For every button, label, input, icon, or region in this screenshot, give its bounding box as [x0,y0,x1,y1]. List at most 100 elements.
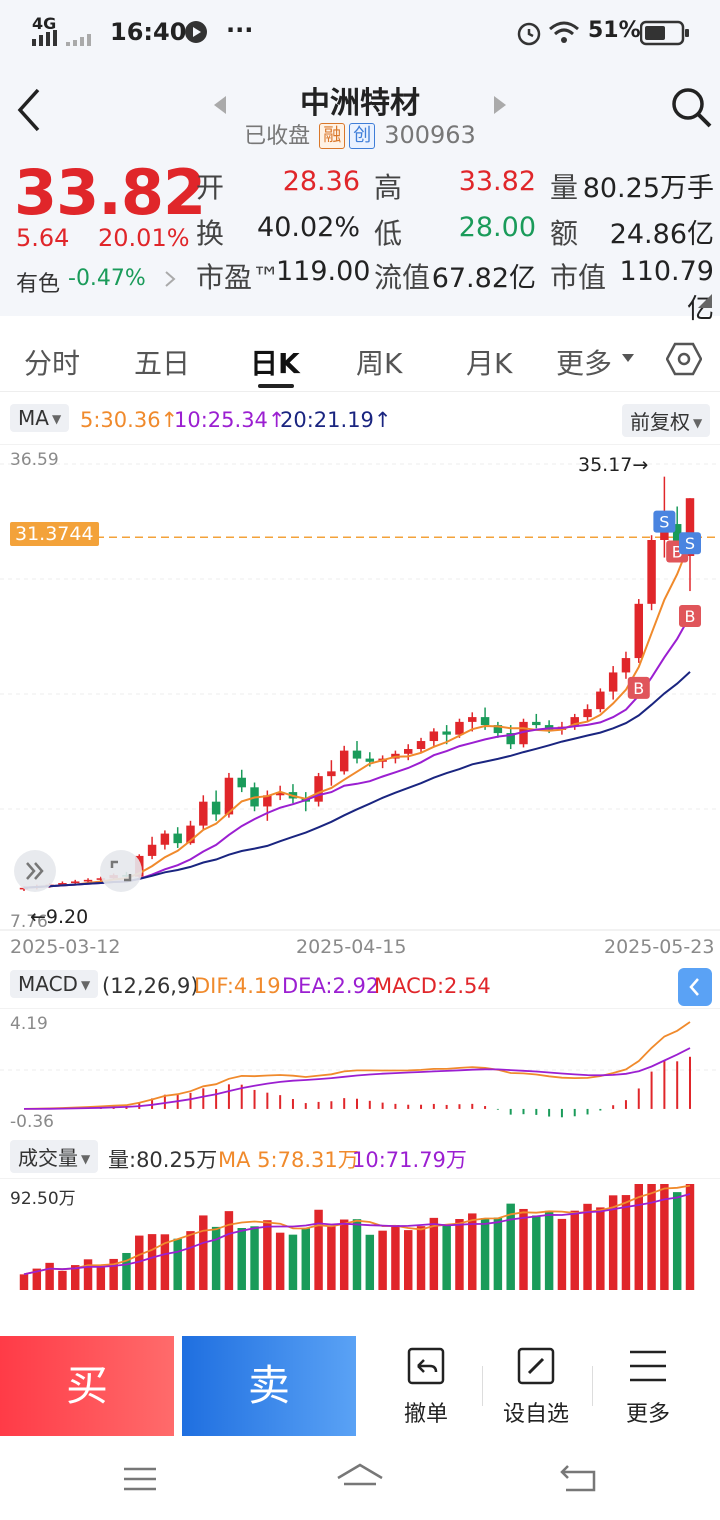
volume-bar [647,1184,656,1290]
volume-bar [391,1225,400,1290]
menu-icon [630,1350,666,1382]
candle [58,883,67,885]
ma20-value: 20:21.19↑ [280,408,392,432]
next-stock-icon[interactable] [492,94,508,116]
search-icon[interactable] [670,86,714,130]
tab-weekly-k[interactable]: 周K [356,347,403,380]
hline-price-tag: 31.3744 [10,522,99,546]
more-button[interactable]: 更多 [598,1346,698,1428]
more-dots: ··· [226,16,254,44]
volume-bar [468,1213,477,1290]
volume-bar [429,1217,439,1290]
marker-letter: B [633,679,644,698]
volume-bar [455,1219,464,1290]
volume-y-top: 92.50万 [10,1189,76,1209]
collapse-side-button[interactable] [678,968,712,1006]
wifi-icon [549,21,579,43]
sector-label[interactable]: 有色 [16,272,61,297]
recent-apps-icon[interactable] [122,1466,158,1492]
battery-percent: 51% [588,18,641,43]
back-nav-icon[interactable] [560,1462,600,1494]
add-watchlist-button[interactable]: 设自选 [486,1346,586,1428]
caret-down-icon: ▼ [51,412,62,426]
sector-change[interactable]: -0.47% [68,266,146,291]
chevron-right-icon[interactable] [164,270,176,288]
volume-selector[interactable]: 成交量 ▼ [10,1140,99,1173]
marker-letter: S [659,513,669,532]
settings-hexagon-icon[interactable] [666,342,702,376]
candle [365,758,375,762]
low-value: 28.00 [458,212,536,243]
open-value: 28.36 [282,166,360,197]
marker-box [653,510,676,533]
candle [634,603,643,659]
volume-bar [186,1231,195,1290]
sell-button[interactable]: 卖 [182,1336,356,1436]
prev-stock-icon[interactable] [212,94,228,116]
kline-max-label: 35.17→ [578,454,649,476]
tab-monthly-k[interactable]: 月K [466,347,513,380]
candle [455,721,464,735]
double-chevron-right-icon [26,862,44,880]
candle [147,844,157,856]
volume-bar [224,1211,234,1290]
candle [71,881,80,884]
marker-letter: S [685,534,695,553]
volume-bar [685,1184,695,1290]
cancel-order-button[interactable]: 撤单 [376,1346,476,1428]
buy-button[interactable]: 买 [0,1336,174,1436]
marker-box [679,532,701,555]
volume-ma10: 10:71.79万 [352,1148,467,1172]
candle [211,801,221,815]
volume-bar [544,1210,554,1290]
stock-code: 300963 [384,121,476,149]
status-bar: 4G 16:40 ··· 51% [0,0,720,64]
tab-five-day[interactable]: 五日 [134,347,191,380]
volume-bar [327,1226,336,1290]
ma-selector[interactable]: MA ▼ [10,404,70,432]
active-tab-underline [258,384,294,388]
caret-down-icon[interactable] [622,354,634,364]
tab-more[interactable]: 更多 [556,347,613,380]
macd-selector[interactable]: MACD ▼ [10,970,99,998]
turnover-label: 换 [196,217,225,250]
x-date-end: 2025-05-23 [604,936,715,958]
candle [314,776,323,802]
tab-daily-k[interactable]: 日K [250,347,300,380]
volume-value: 80.25万手 [582,173,714,204]
adjust-selector[interactable]: 前复权 ▼ [622,404,711,437]
volume-bar [532,1215,541,1290]
macd-chart[interactable] [0,1008,720,1132]
volume-bar [237,1228,246,1290]
market-cap-label: 市值 [550,261,607,294]
candle [685,498,695,556]
high-value: 33.82 [458,166,536,197]
macd-selector-label: MACD [18,972,78,996]
home-icon[interactable] [336,1462,384,1494]
fullscreen-button[interactable] [100,850,142,892]
tab-intraday[interactable]: 分时 [24,347,81,380]
volume-chart[interactable] [0,1178,720,1302]
candle [506,733,515,745]
volume-bar [672,1192,682,1290]
expand-corner-icon[interactable] [698,294,712,308]
expand-chart-button[interactable] [14,850,56,892]
candle [608,672,618,692]
divider [592,1366,593,1406]
open-label: 开 [196,171,225,204]
back-icon[interactable] [14,86,44,134]
marker-letter: B [685,607,696,626]
volume-ma10-line [23,1193,691,1276]
macd-y-top: 4.19 [10,1014,48,1034]
volume-bar [83,1259,93,1290]
candle [570,717,579,727]
volume-bar [58,1270,67,1290]
candle [583,709,592,718]
pe-value: 119.00 [276,256,371,287]
marker-box [679,605,701,628]
stock-name: 中洲特材 [300,86,420,121]
buy-signal-marker: B [679,605,701,628]
candle [429,731,439,742]
candle [404,749,413,754]
volume-bar [570,1210,579,1290]
